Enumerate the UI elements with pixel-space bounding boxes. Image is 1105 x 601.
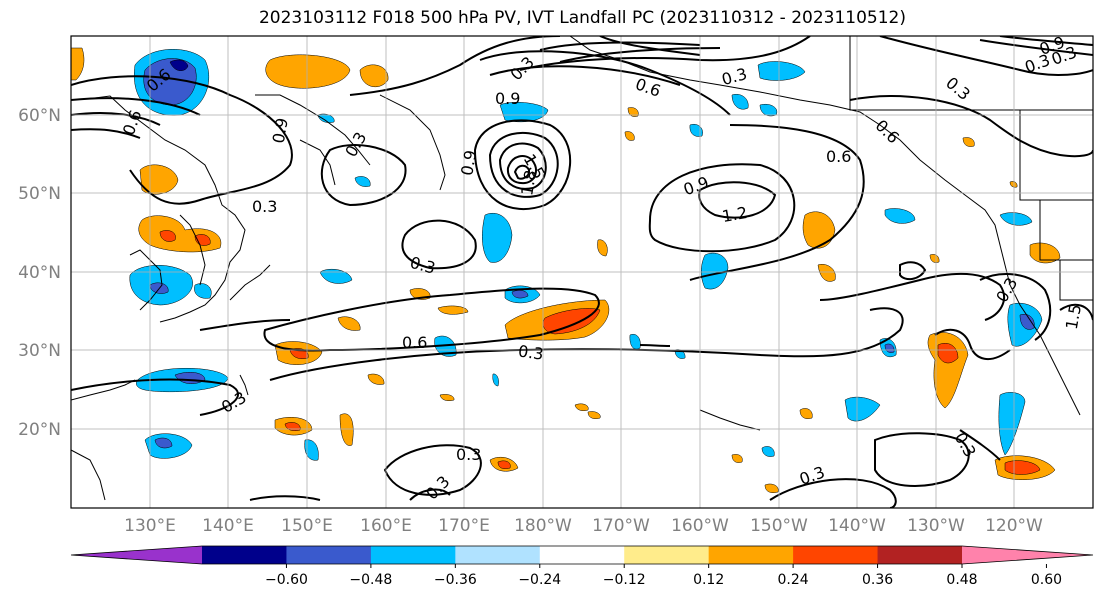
colorbar-tick-label: −0.12 xyxy=(603,572,646,588)
colorbar-tick-label: 0.36 xyxy=(862,572,893,588)
pv-contours xyxy=(71,36,1093,508)
colorbar-outline xyxy=(70,545,1094,565)
lon-label: 150°E xyxy=(281,516,333,536)
contour-label: 0.9 xyxy=(457,149,480,177)
latitude-labels: 60°N 50°N 40°N 30°N 20°N xyxy=(18,106,61,440)
lon-label: 150°W xyxy=(750,516,808,536)
colorbar-swatch xyxy=(877,546,963,564)
lat-label: 40°N xyxy=(18,263,61,283)
colorbar-tick-label: −0.48 xyxy=(349,572,392,588)
graticule xyxy=(71,36,1093,508)
colorbar-swatch xyxy=(202,546,287,564)
colorbar-tick-label: −0.24 xyxy=(518,572,561,588)
lon-label: 120°W xyxy=(985,516,1043,536)
colorbar-swatch xyxy=(624,546,710,564)
contour-label: 0.9 xyxy=(269,116,292,144)
lat-label: 30°N xyxy=(18,341,61,361)
colorbar-extend-high xyxy=(962,546,1093,564)
colorbar-extend-low xyxy=(71,546,202,564)
colorbar-tick-label: 0.60 xyxy=(1031,572,1062,588)
lat-label: 20°N xyxy=(18,420,61,440)
colorbar-tick-label: 0.48 xyxy=(946,572,977,588)
lon-label: 130°W xyxy=(907,516,965,536)
lon-label: 160°W xyxy=(671,516,729,536)
lon-label: 140°W xyxy=(828,516,886,536)
colorbar: −0.60 −0.48 −0.36 −0.24 −0.12 0.12 0.24 0.36 0.4… xyxy=(70,545,1094,588)
contour-label: 0.6 xyxy=(826,147,851,166)
contour-label: 1.5 xyxy=(1062,303,1085,331)
lon-label: 170°E xyxy=(438,516,490,536)
colorbar-swatch xyxy=(286,546,372,564)
contour-label: 1.2 xyxy=(720,203,748,226)
ivt-shading xyxy=(71,47,1061,493)
lon-label: 170°W xyxy=(592,516,650,536)
contour-label: 0.3 xyxy=(456,445,481,464)
lat-label: 60°N xyxy=(18,106,61,126)
contour-labels: 0.6 0.9 0.3 0.6 0.9 1.5 1.8 0.9 0.3 0.6 … xyxy=(119,36,1085,503)
colorbar-tick-label: 0.12 xyxy=(693,572,724,588)
lon-label: 130°E xyxy=(124,516,176,536)
lon-label: 140°E xyxy=(202,516,254,536)
lat-label: 50°N xyxy=(18,184,61,204)
colorbar-swatch xyxy=(793,546,879,564)
colorbar-swatch xyxy=(708,546,794,564)
map-title: 2023103112 F018 500 hPa PV, IVT Landfall… xyxy=(258,8,906,28)
contour-label: 0.9 xyxy=(495,89,520,108)
colorbar-tick-label: 0.24 xyxy=(778,572,809,588)
lon-label: 160°E xyxy=(360,516,412,536)
contour-label: 1.8 xyxy=(517,169,540,197)
lon-label: 180°W xyxy=(514,516,572,536)
contour-label: 0.6 xyxy=(402,333,427,352)
map-frame xyxy=(70,35,1094,509)
contour-label: 0.3 xyxy=(517,341,545,363)
colorbar-tick-label: −0.36 xyxy=(434,572,477,588)
longitude-labels: 130°E 140°E 150°E 160°E 170°E 180°W 170°… xyxy=(124,516,1043,536)
colorbar-swatch xyxy=(370,546,456,564)
colorbar-swatch xyxy=(539,546,625,564)
contour-label: 0.3 xyxy=(252,197,277,216)
colorbar-swatch xyxy=(455,546,541,564)
colorbar-tick-label: −0.60 xyxy=(265,572,308,588)
